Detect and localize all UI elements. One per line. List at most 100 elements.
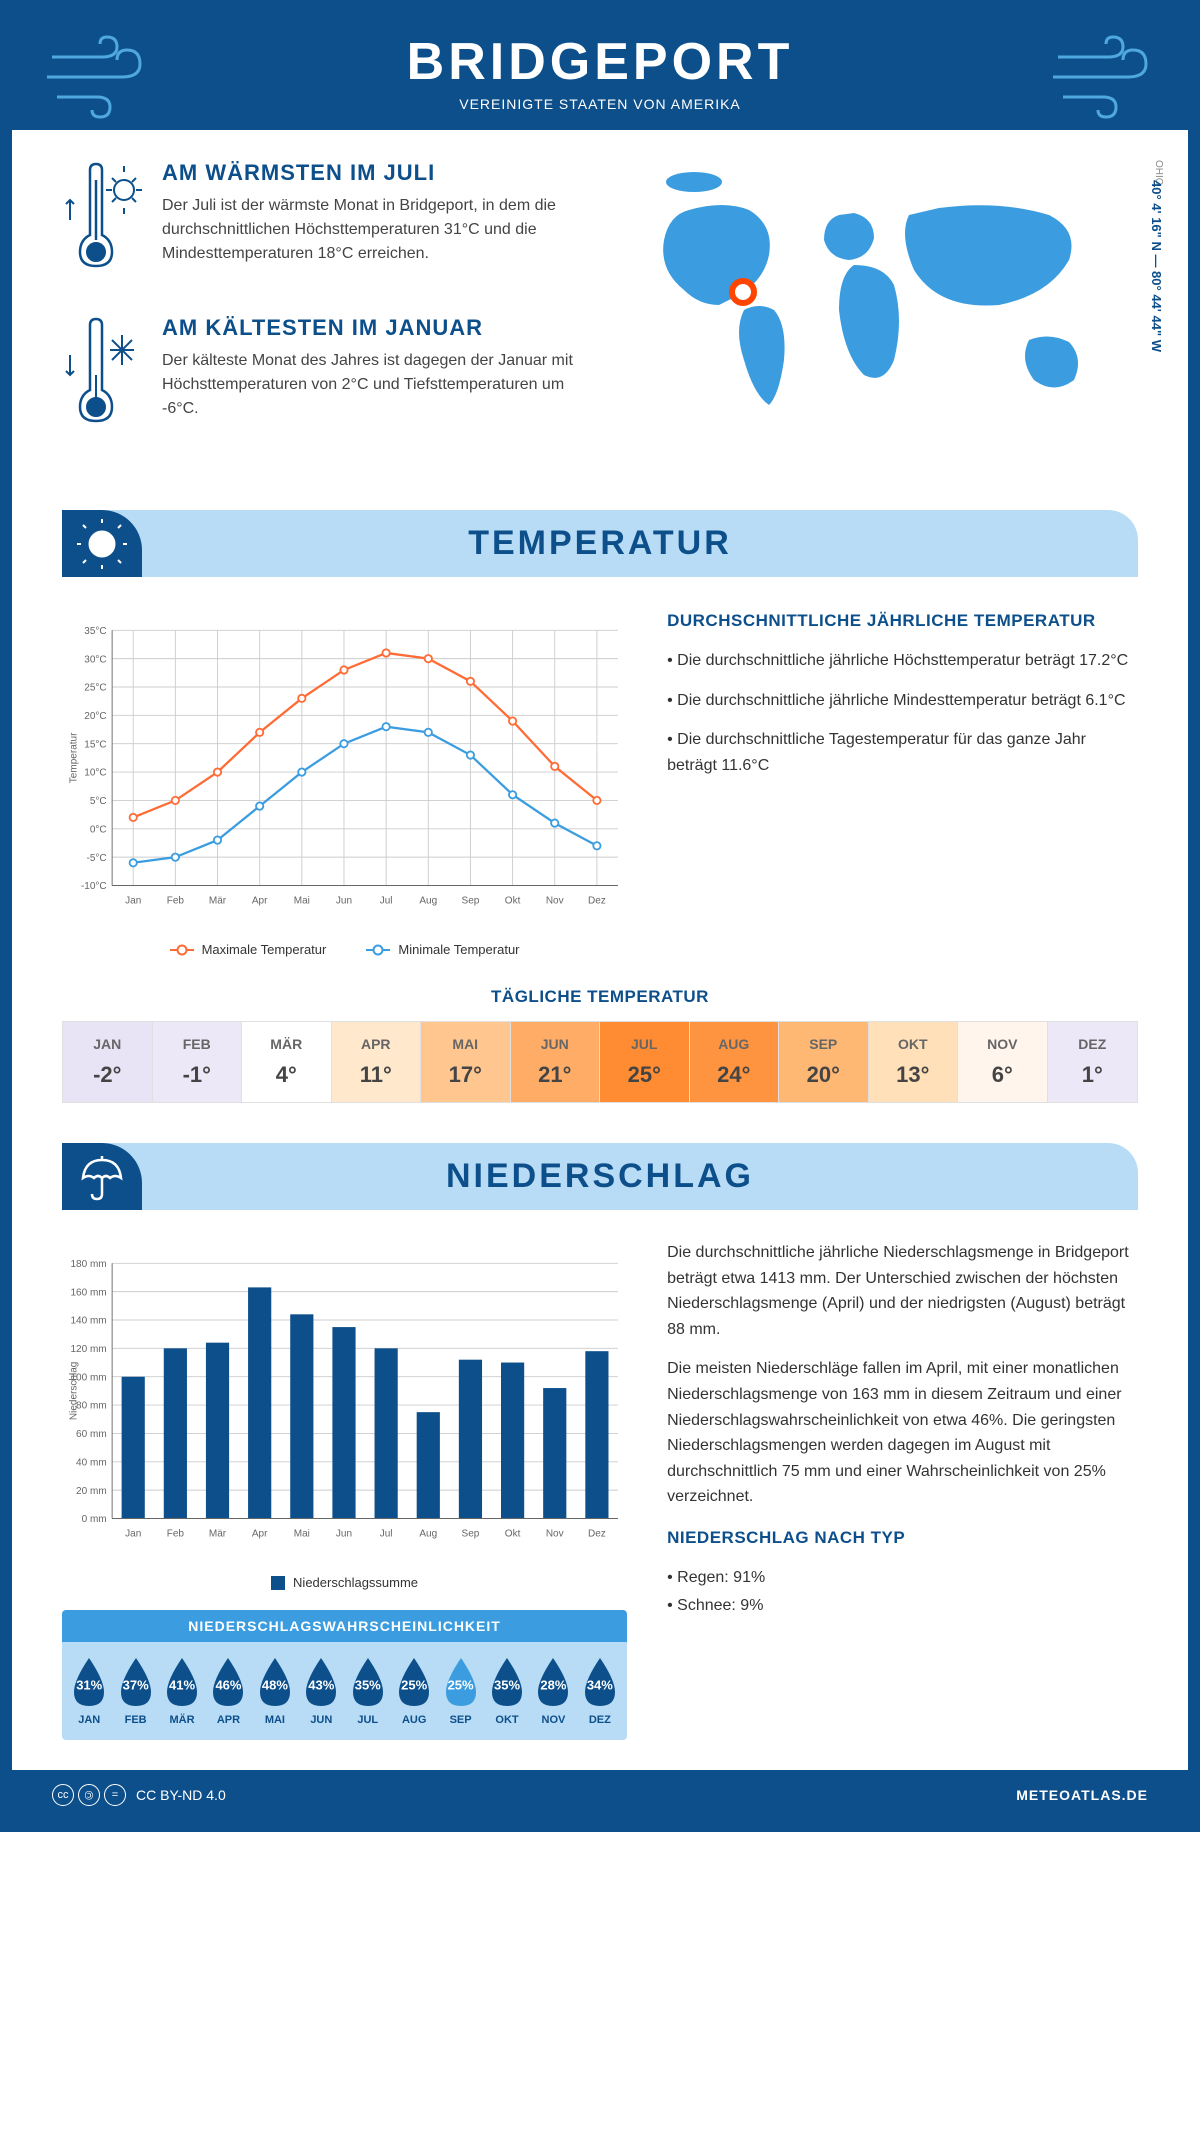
svg-text:Aug: Aug [419,1529,437,1540]
temperature-line-chart: -10°C-5°C0°C5°C10°C15°C20°C25°C30°C35°CJ… [62,607,627,932]
coldest-fact: AM KÄLTESTEN IM JANUAR Der kälteste Mona… [62,315,580,440]
city-title: BRIDGEPORT [12,32,1188,92]
svg-text:Jan: Jan [125,1529,141,1540]
svg-text:10°C: 10°C [84,768,106,779]
svg-text:Feb: Feb [167,1529,185,1540]
svg-text:Mär: Mär [209,1529,227,1540]
location-marker-icon [729,278,757,306]
temperature-section-header: TEMPERATUR [62,510,1138,577]
svg-text:Mai: Mai [294,896,310,907]
svg-text:Jul: Jul [380,1529,393,1540]
daily-temp-title: TÄGLICHE TEMPERATUR [62,987,1138,1007]
temp-cell: JUL25° [600,1022,690,1102]
svg-text:Temperatur: Temperatur [69,732,80,783]
svg-text:30°C: 30°C [84,654,106,665]
svg-text:Mai: Mai [294,1529,310,1540]
coordinates-label: 40° 4' 16" N — 80° 44' 44" W [1149,180,1164,352]
svg-text:0°C: 0°C [90,824,107,835]
precip-drop: 48%MAI [252,1656,298,1726]
umbrella-icon [62,1143,142,1210]
svg-text:Okt: Okt [505,896,521,907]
precip-type-snow: • Schnee: 9% [667,1593,1138,1619]
precipitation-section-header: NIEDERSCHLAG [62,1143,1138,1210]
svg-text:80 mm: 80 mm [76,1401,107,1412]
temp-cell: AUG24° [690,1022,780,1102]
temp-cell: OKT13° [869,1022,959,1102]
temp-cell: SEP20° [779,1022,869,1102]
legend-max-label: Maximale Temperatur [202,942,327,957]
svg-text:20 mm: 20 mm [76,1486,107,1497]
temp-bullet-2: • Die durchschnittliche jährliche Mindes… [667,688,1138,714]
temp-cell: JAN-2° [63,1022,153,1102]
svg-text:Sep: Sep [462,896,480,907]
svg-text:Jun: Jun [336,1529,352,1540]
svg-text:20°C: 20°C [84,711,106,722]
country-subtitle: VEREINIGTE STAATEN VON AMERIKA [12,96,1188,112]
coldest-text: Der kälteste Monat des Jahres ist dagege… [162,349,580,421]
precip-paragraph-2: Die meisten Niederschläge fallen im Apri… [667,1356,1138,1510]
precip-drop: 34%DEZ [577,1656,623,1726]
wind-icon [1048,32,1158,122]
svg-text:Okt: Okt [505,1529,521,1540]
svg-text:5°C: 5°C [90,796,107,807]
daily-temperature-table: TÄGLICHE TEMPERATUR JAN-2°FEB-1°MÄR4°APR… [12,987,1188,1133]
wind-icon [42,32,152,122]
precip-drop: 28%NOV [530,1656,576,1726]
precip-type-title: NIEDERSCHLAG NACH TYP [667,1524,1138,1551]
temperature-heading: TEMPERATUR [62,524,1138,563]
temp-cell: JUN21° [511,1022,601,1102]
precip-drop: 31%JAN [66,1656,112,1726]
precip-drop: 25%SEP [437,1656,483,1726]
temperature-content: -10°C-5°C0°C5°C10°C15°C20°C25°C30°C35°CJ… [12,607,1188,987]
svg-text:Dez: Dez [588,1529,606,1540]
legend-precip-label: Niederschlagssumme [293,1575,418,1590]
temp-bullet-3: • Die durchschnittliche Tagestemperatur … [667,727,1138,778]
svg-text:Mär: Mär [209,896,227,907]
svg-text:Niederschlag: Niederschlag [69,1362,80,1420]
temp-cell: APR11° [332,1022,422,1102]
thermometer-hot-icon [62,160,142,285]
page-footer: cc🄯= CC BY-ND 4.0 METEOATLAS.DE [12,1770,1188,1820]
precip-drop: 41%MÄR [159,1656,205,1726]
svg-text:60 mm: 60 mm [76,1429,107,1440]
page-header: BRIDGEPORT VEREINIGTE STAATEN VON AMERIK… [12,12,1188,130]
cc-icons: cc🄯= [52,1784,126,1806]
svg-text:Dez: Dez [588,896,606,907]
site-label: METEOATLAS.DE [1016,1787,1148,1803]
precip-drop: 25%AUG [391,1656,437,1726]
svg-text:Nov: Nov [546,1529,564,1540]
precip-drop: 46%APR [205,1656,251,1726]
temp-cell: NOV6° [958,1022,1048,1102]
precip-drop: 35%OKT [484,1656,530,1726]
precip-drop: 35%JUL [345,1656,391,1726]
temp-bullet-1: • Die durchschnittliche jährliche Höchst… [667,648,1138,674]
precipitation-probability-panel: NIEDERSCHLAGSWAHRSCHEINLICHKEIT 31%JAN37… [62,1610,627,1740]
warmest-title: AM WÄRMSTEN IM JULI [162,160,580,186]
svg-text:15°C: 15°C [84,739,106,750]
svg-text:Feb: Feb [167,896,185,907]
precipitation-heading: NIEDERSCHLAG [62,1157,1138,1196]
warmest-fact: AM WÄRMSTEN IM JULI Der Juli ist der wär… [62,160,580,285]
sun-icon [62,510,142,577]
svg-text:Sep: Sep [462,1529,480,1540]
svg-text:140 mm: 140 mm [70,1316,106,1327]
temp-cell: MÄR4° [242,1022,332,1102]
svg-text:Aug: Aug [419,896,437,907]
svg-text:180 mm: 180 mm [70,1259,106,1270]
svg-text:Nov: Nov [546,896,564,907]
svg-text:25°C: 25°C [84,683,106,694]
intro-section: AM WÄRMSTEN IM JULI Der Juli ist der wär… [12,130,1188,500]
svg-text:Jan: Jan [125,896,141,907]
svg-text:Jun: Jun [336,896,352,907]
temperature-legend: Maximale Temperatur Minimale Temperatur [62,942,627,957]
temp-cell: FEB-1° [153,1022,243,1102]
precipitation-content: 0 mm20 mm40 mm60 mm80 mm100 mm120 mm140 … [12,1240,1188,1770]
svg-text:120 mm: 120 mm [70,1344,106,1355]
precip-drop: 37%FEB [112,1656,158,1726]
precipitation-bar-chart: 0 mm20 mm40 mm60 mm80 mm100 mm120 mm140 … [62,1240,627,1565]
svg-text:Apr: Apr [252,1529,268,1540]
svg-text:-10°C: -10°C [81,881,107,892]
thermometer-cold-icon [62,315,142,440]
temp-cell: MAI17° [421,1022,511,1102]
legend-min-label: Minimale Temperatur [398,942,519,957]
